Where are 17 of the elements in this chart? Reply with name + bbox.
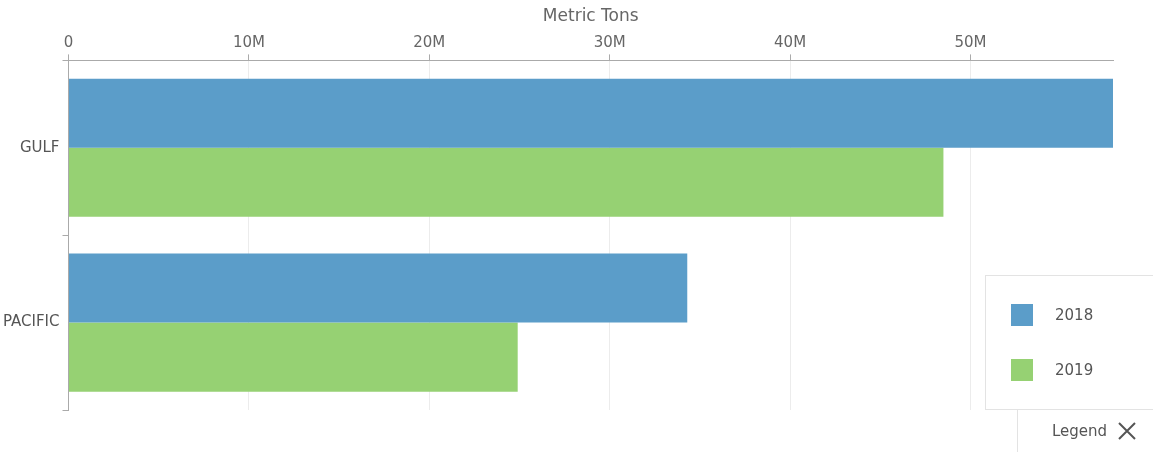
y-tick-label: GULF <box>19 137 60 156</box>
legend-title: Legend <box>1051 422 1107 440</box>
x-tick-label: 10M <box>232 33 265 52</box>
x-tick-label: 40M <box>774 33 807 52</box>
y-tick-label: PACIFIC <box>2 312 60 331</box>
legend-label: 2018 <box>1055 306 1094 324</box>
x-tick-label: 30M <box>593 33 626 52</box>
x-tick-label: 20M <box>413 33 446 52</box>
bar <box>69 322 518 392</box>
bar <box>69 253 688 323</box>
legend-toggle: Legend <box>1017 410 1155 452</box>
x-tick-label: 0 <box>63 33 74 52</box>
bar <box>69 78 1113 148</box>
legend-label: 2019 <box>1055 361 1094 379</box>
x-axis-title: Metric Tons <box>542 4 639 25</box>
bar <box>69 147 944 217</box>
x-tick-label: 50M <box>954 33 987 52</box>
